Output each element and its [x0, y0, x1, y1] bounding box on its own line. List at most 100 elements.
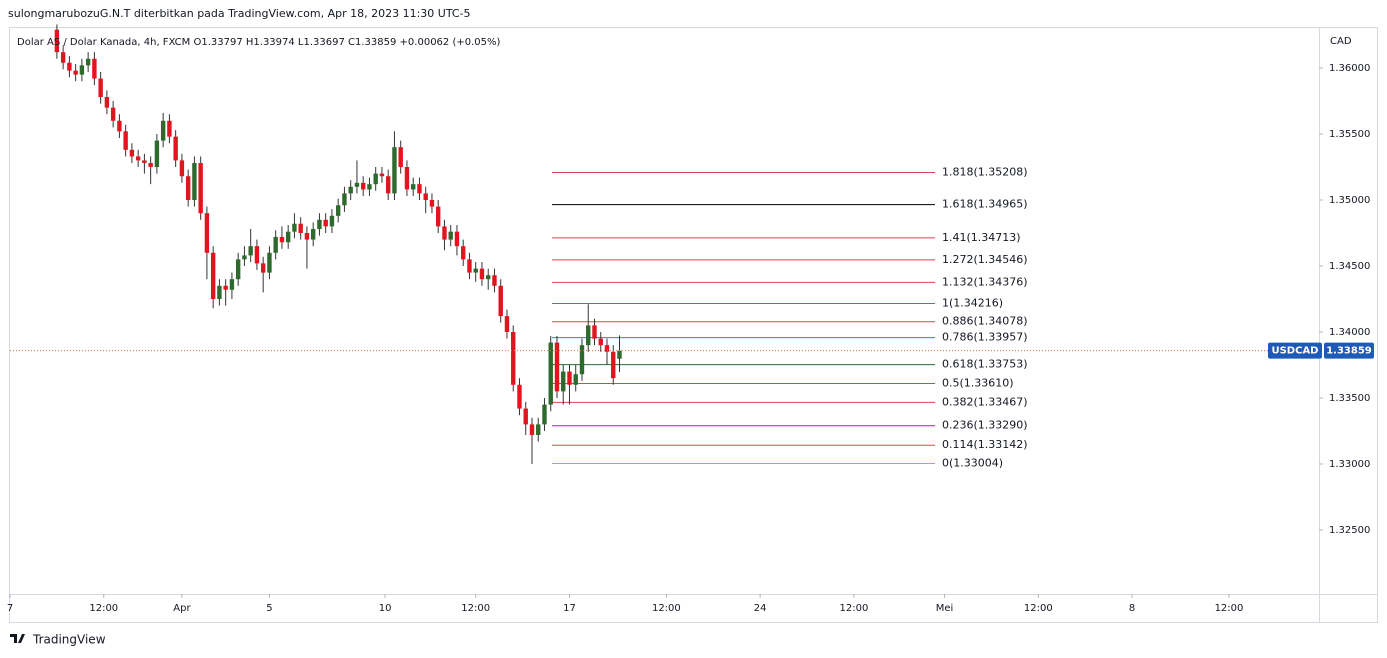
candle-body — [154, 140, 160, 167]
x-tick-label: 12:00 — [461, 603, 490, 614]
y-tick-label: 1.34500 — [1329, 261, 1370, 272]
fib-level-label: 1.272(1.34546) — [942, 253, 1028, 266]
fib-level-label: 0.618(1.33753) — [942, 358, 1028, 371]
fib-level-label: 1.41(1.34713) — [942, 231, 1021, 244]
fib-level-label: 0.786(1.33957) — [942, 331, 1028, 344]
candle-body — [617, 350, 622, 359]
candle-body — [85, 58, 91, 66]
candle-body — [586, 325, 591, 346]
candle-body — [404, 166, 410, 190]
y-tick-label: 1.34000 — [1329, 327, 1370, 338]
candle-body — [248, 246, 253, 256]
fib-level-label: 0(1.33004) — [942, 456, 1003, 469]
candle-body — [492, 275, 497, 286]
x-tick-label: 5 — [266, 603, 272, 614]
candle-body — [235, 259, 241, 280]
x-tick-label: 12:00 — [1215, 603, 1244, 614]
x-tick-label: 12:00 — [839, 603, 868, 614]
candle-body — [554, 342, 560, 392]
candle-body — [467, 259, 472, 273]
fib-level-label: 0.382(1.33467) — [942, 395, 1028, 408]
candle-body — [342, 193, 347, 206]
y-tick-label: 1.33500 — [1329, 393, 1370, 404]
candle-body — [92, 58, 97, 79]
candle-body — [517, 384, 522, 409]
candle-body — [148, 163, 153, 167]
y-tick-label: 1.35000 — [1329, 195, 1370, 206]
candle-body — [436, 206, 441, 227]
candle-body — [579, 345, 585, 375]
candle-body — [273, 236, 278, 253]
x-tick-label: Mei — [936, 603, 954, 614]
x-tick-label: 17 — [563, 603, 576, 614]
candle-body — [429, 199, 435, 207]
candle-body — [292, 223, 297, 232]
candle-body — [198, 163, 203, 214]
candle-body — [417, 184, 422, 194]
x-tick-label: 10 — [379, 603, 392, 614]
candle-body — [123, 131, 128, 150]
candle-body — [129, 149, 135, 157]
fib-level-label: 1.132(1.34376) — [942, 275, 1028, 288]
symbol-legend: Dolar AS / Dolar Kanada, 4h, FXCM O1.337… — [17, 37, 501, 48]
candle-body — [260, 263, 266, 273]
candle-body — [454, 231, 460, 247]
candle-body — [536, 424, 541, 435]
fib-level-label: 0.236(1.33290) — [942, 419, 1028, 432]
fib-level-label: 0.5(1.33610) — [942, 376, 1014, 389]
plot-area: 1.818(1.35208) 1.618(1.34965) 1.41(1.34713… — [10, 24, 1319, 469]
candle-body — [254, 246, 260, 264]
logo-icon — [10, 634, 25, 643]
candle-body — [511, 331, 516, 385]
candle-body — [267, 252, 272, 273]
fib-level-label: 0.886(1.34078) — [942, 315, 1028, 328]
candle-body — [160, 120, 166, 141]
candle-body — [110, 107, 116, 121]
candle-body — [367, 184, 372, 190]
candle-body — [173, 136, 178, 161]
candle-body — [529, 424, 535, 435]
fib-level-label: 1.818(1.35208) — [942, 166, 1028, 179]
candle-body — [98, 78, 103, 98]
candle-body — [379, 173, 385, 177]
x-tick-label: 7 — [7, 603, 13, 614]
candle-body — [279, 236, 285, 243]
candle-body — [329, 215, 335, 227]
symbol-tag — [1268, 342, 1322, 359]
candle-body — [323, 219, 328, 227]
candle-body — [185, 176, 191, 200]
candle-body — [54, 29, 60, 53]
x-tick-label: 12:00 — [1024, 603, 1053, 614]
candle-body — [567, 371, 572, 385]
fib-level-label: 1.618(1.34965) — [942, 198, 1028, 211]
candle-body — [373, 173, 378, 185]
candle-body — [448, 231, 453, 240]
candle-body — [117, 120, 122, 132]
fib-level-label: 1(1.34216) — [942, 296, 1003, 309]
candle-body — [135, 156, 141, 161]
candle-body — [392, 147, 397, 194]
candle-body — [442, 226, 447, 240]
x-tick-label: 24 — [754, 603, 767, 614]
candle-body — [498, 285, 503, 317]
candle-body — [360, 182, 366, 190]
candle-body — [411, 184, 416, 190]
fib-level-label: 0.114(1.33142) — [942, 438, 1028, 451]
candle-body — [398, 147, 403, 167]
candle-body — [317, 219, 322, 230]
candle-body — [179, 160, 185, 177]
candle-body — [504, 316, 510, 332]
candle-body — [542, 404, 547, 425]
candle-body — [217, 285, 222, 299]
footer-text: TradingView — [32, 633, 106, 647]
candle-body — [548, 342, 553, 405]
y-tick-label: 1.35500 — [1329, 129, 1370, 140]
candle-body — [192, 163, 197, 200]
candle-body — [142, 160, 147, 164]
currency-label: CAD — [1330, 36, 1352, 47]
candle-body — [310, 229, 316, 240]
candle-body — [592, 325, 597, 339]
footer-logo: TradingView — [10, 633, 106, 647]
candle-body — [67, 62, 72, 71]
